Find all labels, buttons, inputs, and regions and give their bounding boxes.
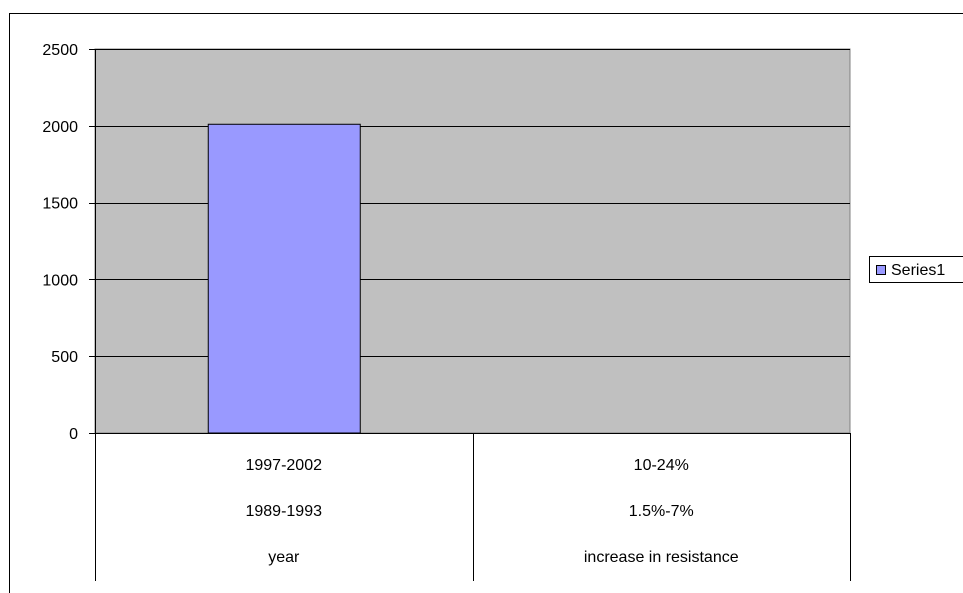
y-tick-labels: 0 500 1000 1500 2000 2500 — [42, 42, 78, 443]
y-tick-label-500: 500 — [51, 349, 78, 366]
category-table: 1997-2002 1989-1993 year 10-24% 1.5%-7% incre… — [96, 433, 851, 581]
y-tick-label-1000: 1000 — [42, 272, 78, 289]
y-tick-label-0: 0 — [69, 426, 78, 443]
category-label-0-2: year — [268, 549, 300, 566]
y-tick-label-2500: 2500 — [42, 42, 78, 59]
bar-Series1-0 — [208, 124, 360, 433]
category-label-1-1: 1.5%-7% — [629, 503, 694, 520]
y-tick-label-1500: 1500 — [42, 196, 78, 213]
category-label-0-0: 1997-2002 — [245, 457, 322, 474]
bars — [208, 124, 360, 433]
chart-svg: 0 500 1000 1500 2000 2500 1997-2002 1989-1993 y… — [0, 0, 963, 581]
y-tick-label-2000: 2000 — [42, 119, 78, 136]
legend-label-Series1: Series1 — [891, 262, 945, 279]
legend: Series1 — [870, 257, 963, 283]
legend-swatch-Series1 — [877, 266, 886, 275]
category-label-0-1: 1989-1993 — [245, 503, 322, 520]
category-label-1-0: 10-24% — [634, 457, 689, 474]
category-label-1-2: increase in resistance — [584, 549, 739, 566]
